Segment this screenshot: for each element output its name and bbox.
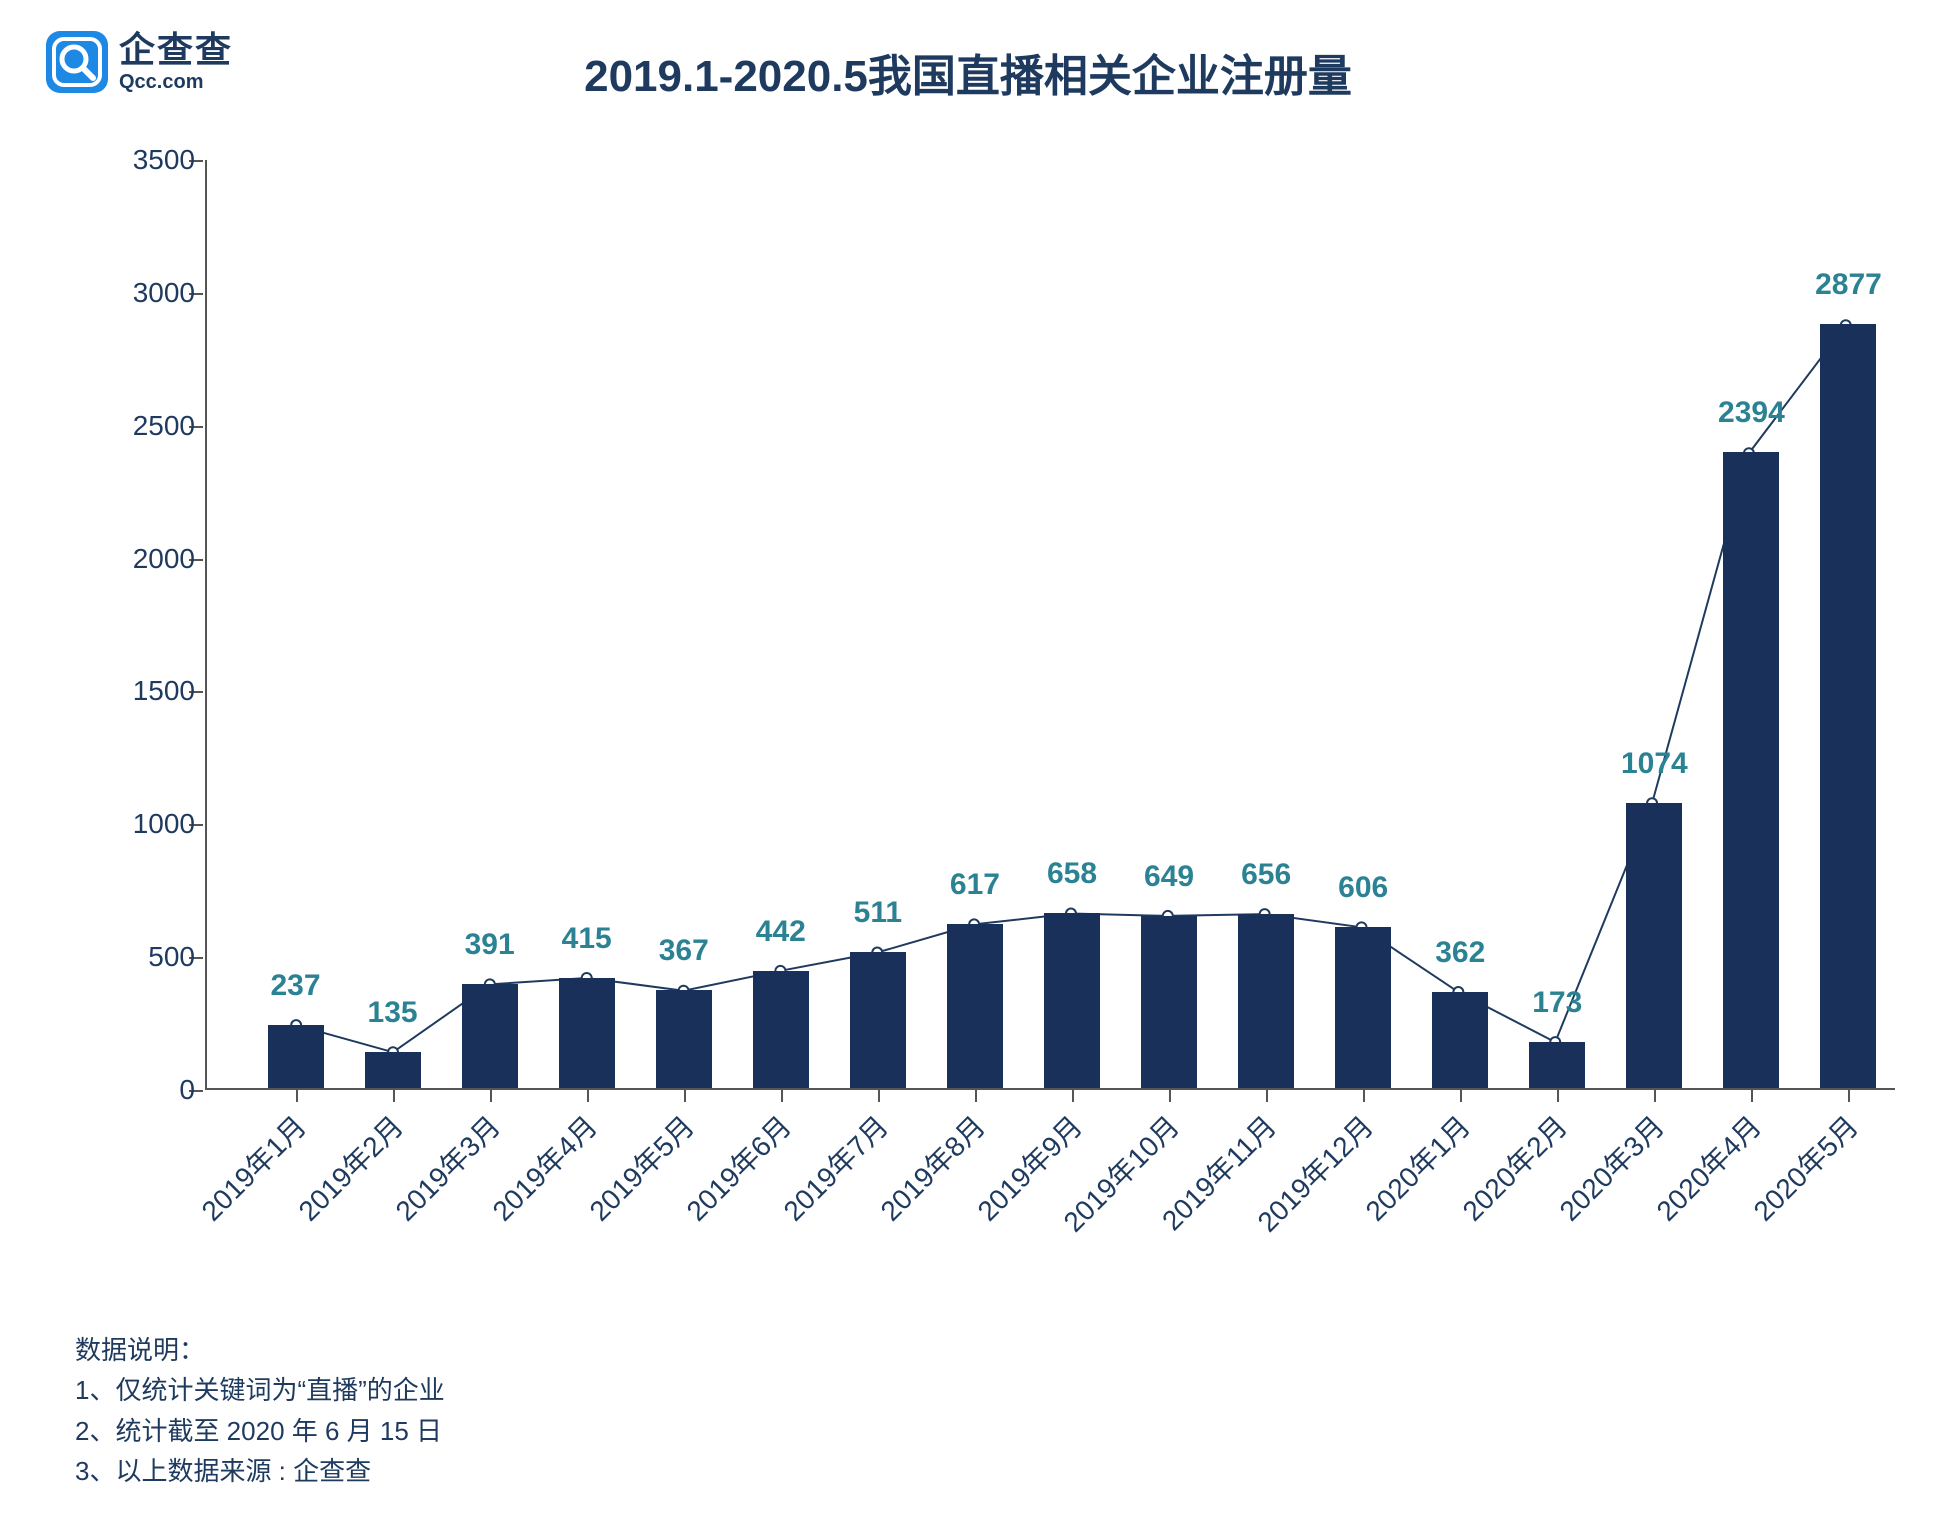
y-axis-label: 3000 xyxy=(105,277,195,309)
bar xyxy=(656,990,712,1088)
bar-value-label: 2394 xyxy=(1718,396,1785,430)
plot-area: 05001000150020002500300035002372019年1月13… xyxy=(205,160,1895,1090)
bar-group: 6562019年11月 xyxy=(1238,158,1294,1088)
data-notes: 数据说明： 1、仅统计关键词为“直播”的企业 2、统计截至 2020 年 6 月… xyxy=(75,1330,445,1491)
bar-value-label: 173 xyxy=(1532,986,1582,1020)
y-axis-label: 3500 xyxy=(105,144,195,176)
bar-group: 5112019年7月 xyxy=(850,158,906,1088)
bar-group: 3672019年5月 xyxy=(656,158,712,1088)
bar-group: 10742020年3月 xyxy=(1626,158,1682,1088)
bar xyxy=(1141,916,1197,1088)
bar-value-label: 2877 xyxy=(1815,268,1882,302)
bar-value-label: 367 xyxy=(659,934,709,968)
bar-group: 6492019年10月 xyxy=(1141,158,1197,1088)
bar-value-label: 415 xyxy=(562,922,612,956)
bar xyxy=(753,971,809,1088)
y-axis-label: 2000 xyxy=(105,543,195,575)
bar xyxy=(1044,913,1100,1088)
bar-group: 6172019年8月 xyxy=(947,158,1003,1088)
bar xyxy=(850,952,906,1088)
bar-group: 6582019年9月 xyxy=(1044,158,1100,1088)
bar-value-label: 362 xyxy=(1435,936,1485,970)
notes-heading: 数据说明： xyxy=(75,1330,445,1370)
bar-group: 3622020年1月 xyxy=(1432,158,1488,1088)
bar-group: 28772020年5月 xyxy=(1820,158,1876,1088)
bar-value-label: 1074 xyxy=(1621,747,1688,781)
bar-group: 3912019年3月 xyxy=(462,158,518,1088)
y-axis-label: 500 xyxy=(105,941,195,973)
y-axis-label: 0 xyxy=(105,1074,195,1106)
notes-line: 2、统计截至 2020 年 6 月 15 日 xyxy=(75,1411,445,1451)
chart-title: 2019.1-2020.5我国直播相关企业注册量 xyxy=(0,40,1936,104)
y-axis-label: 1500 xyxy=(105,675,195,707)
bar-group: 4152019年4月 xyxy=(559,158,615,1088)
bar-value-label: 658 xyxy=(1047,857,1097,891)
bar-group: 1352019年2月 xyxy=(365,158,421,1088)
bar-value-label: 656 xyxy=(1241,858,1291,892)
bar xyxy=(462,984,518,1088)
bar-group: 2372019年1月 xyxy=(268,158,324,1088)
bar-value-label: 649 xyxy=(1144,860,1194,894)
notes-line: 3、以上数据来源 : 企查查 xyxy=(75,1451,445,1491)
bar xyxy=(1723,452,1779,1088)
page: 企查查 Qcc.com 2019.1-2020.5我国直播相关企业注册量 050… xyxy=(0,0,1936,1522)
bar xyxy=(1335,927,1391,1088)
bar-value-label: 606 xyxy=(1338,871,1388,905)
bar-group: 4422019年6月 xyxy=(753,158,809,1088)
bar-value-label: 442 xyxy=(756,915,806,949)
bar-group: 1732020年2月 xyxy=(1529,158,1585,1088)
bar-value-label: 391 xyxy=(465,928,515,962)
bar xyxy=(559,978,615,1088)
bar-value-label: 237 xyxy=(270,969,320,1003)
notes-line: 1、仅统计关键词为“直播”的企业 xyxy=(75,1370,445,1410)
bar xyxy=(1626,803,1682,1088)
bar-value-label: 135 xyxy=(368,996,418,1030)
bar xyxy=(947,924,1003,1088)
y-axis-label: 2500 xyxy=(105,410,195,442)
bar-group: 23942020年4月 xyxy=(1723,158,1779,1088)
bar-group: 6062019年12月 xyxy=(1335,158,1391,1088)
bar-value-label: 617 xyxy=(950,868,1000,902)
bar xyxy=(1432,992,1488,1088)
bar-value-label: 511 xyxy=(854,896,902,930)
y-axis-label: 1000 xyxy=(105,808,195,840)
bar-chart: 05001000150020002500300035002372019年1月13… xyxy=(95,150,1895,1200)
bar xyxy=(1820,324,1876,1088)
bar xyxy=(1238,914,1294,1088)
